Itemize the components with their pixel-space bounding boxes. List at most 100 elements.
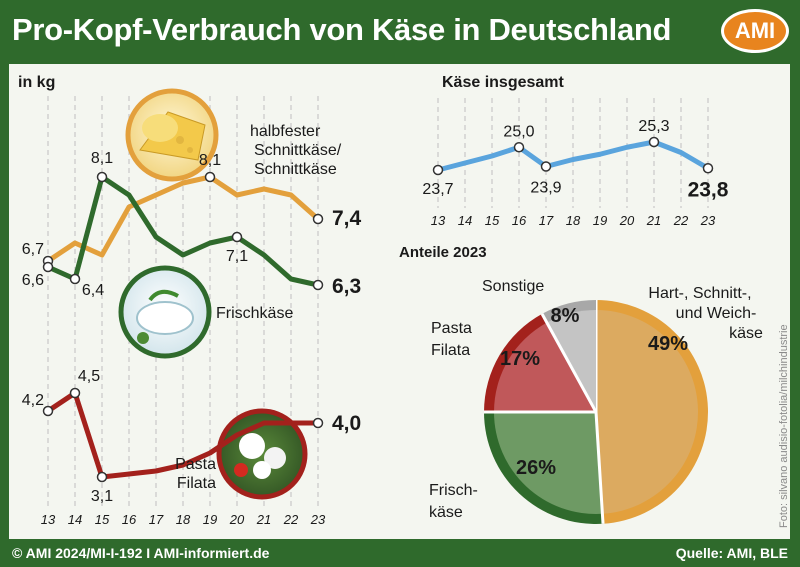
data-label: 23,8: [688, 178, 729, 201]
pie-title: Anteile 2023: [399, 244, 487, 261]
cheese-photo: [125, 88, 219, 182]
x-tick-label: 19: [203, 512, 217, 527]
x-tick-label: 15: [95, 512, 110, 527]
data-label: 4,2: [22, 392, 44, 409]
data-label: 6,6: [22, 272, 44, 289]
total-grid: [437, 98, 709, 208]
pie-value-label: 17%: [500, 348, 540, 370]
data-label: 7,4: [332, 207, 362, 230]
data-point-marker: [42, 261, 54, 273]
x-tick-label: 21: [256, 512, 271, 527]
data-point-marker: [96, 171, 108, 183]
pie-slice: [494, 412, 603, 514]
pie-chart: [484, 300, 709, 524]
series-label-schnittkaese: halbfester Schnittkäse/ Schnittkäse: [250, 123, 342, 178]
x-tick-label: 23: [700, 213, 716, 228]
data-point-marker: [312, 279, 324, 291]
total-chart-title: Käse insgesamt: [442, 74, 565, 91]
total-line: [435, 139, 711, 173]
pie-category-label: Sonstige: [482, 278, 544, 295]
series-line-1: [45, 174, 321, 288]
x-tick-label: 21: [646, 213, 661, 228]
series-line-2: [45, 390, 321, 480]
total-x-ticks: 13 14 15 16 17 18 19 20 21 22 23: [431, 213, 716, 228]
pie-category-label: Filata: [431, 342, 470, 359]
data-label: 7,1: [226, 248, 248, 265]
data-point-marker: [69, 273, 81, 285]
x-tick-label: 20: [229, 512, 245, 527]
x-tick-label: 15: [485, 213, 500, 228]
x-tick-label: 20: [619, 213, 635, 228]
x-tick-label: 22: [283, 512, 299, 527]
data-label: 6,4: [82, 282, 104, 299]
pie-category-label: Pasta: [431, 320, 472, 337]
data-point-marker: [312, 417, 324, 429]
x-tick-label: 23: [310, 512, 326, 527]
pie-value-label: 26%: [516, 457, 556, 479]
pie-category-label: Hart-, Schnitt-,: [648, 285, 751, 302]
x-tick-label: 17: [539, 213, 554, 228]
series-label-line: Filata: [177, 475, 216, 492]
frischkaese-photo: [118, 265, 212, 359]
x-tick-label: 16: [512, 213, 527, 228]
data-label: 23,9: [530, 180, 561, 197]
data-point-marker: [702, 163, 714, 174]
data-label: 3,1: [91, 488, 113, 505]
pie-category-label: Frisch-: [429, 482, 478, 499]
data-point-marker: [42, 405, 54, 417]
x-tick-label: 18: [566, 213, 581, 228]
pie-value-label: 8%: [551, 305, 580, 327]
x-tick-label: 16: [122, 512, 137, 527]
x-tick-label: 13: [41, 512, 56, 527]
header: Pro-Kopf-Verbrauch von Käse in Deutschla…: [0, 0, 800, 64]
total-value-labels: 23,7 25,0 23,9 25,3 23,8: [422, 118, 728, 201]
x-tick-label: 14: [68, 512, 82, 527]
x-tick-label: 14: [458, 213, 472, 228]
x-tick-label: 19: [593, 213, 607, 228]
left-x-ticks: 13 14 15 16 17 18 19 20 21 22 23: [41, 512, 326, 527]
x-tick-label: 17: [149, 512, 164, 527]
series-label-line: Schnittkäse: [254, 161, 337, 178]
pie-value-label: 49%: [648, 333, 688, 355]
pie-category-label: käse: [729, 325, 763, 342]
data-point-marker: [312, 213, 324, 225]
data-point-marker: [69, 387, 81, 399]
data-point-marker: [432, 164, 444, 176]
pie-slice: [596, 310, 698, 514]
series-label-frischkaese: Frischkäse: [216, 305, 293, 322]
data-point-marker: [96, 471, 108, 483]
data-point-marker: [231, 231, 243, 243]
pie-category-label: und Weich-: [676, 305, 757, 322]
photo-credit: Foto: silvano audisio-fotolia/milchindus…: [778, 324, 790, 528]
series-label-line: Pasta: [175, 456, 216, 473]
data-label: 25,3: [638, 118, 669, 135]
data-label: 4,5: [78, 368, 100, 385]
pie-slice: [494, 322, 596, 412]
data-label: 8,1: [199, 152, 221, 169]
series-label-line: halbfester: [250, 123, 321, 140]
pie-separator: [594, 411, 605, 524]
data-point-marker: [513, 142, 525, 153]
chart-canvas: in kg 13 14 15 16 17 18 19 20 21 22 23: [18, 74, 790, 528]
total-markers: [432, 136, 714, 176]
pie-labels: 49% Hart-, Schnitt-, und Weich-käse 26% Fris…: [429, 278, 763, 521]
page-title: Pro-Kopf-Verbrauch von Käse in Deutschla…: [12, 12, 672, 47]
left-lines: [45, 174, 321, 480]
data-label: 6,3: [332, 275, 361, 298]
data-point-marker: [540, 161, 552, 172]
left-markers: [42, 171, 324, 483]
data-label: 6,7: [22, 241, 44, 258]
series-label-pastafilata: Pasta Filata: [175, 456, 216, 492]
total-series-line: [435, 139, 711, 173]
left-unit-label: in kg: [18, 74, 55, 91]
pie-separator: [540, 313, 598, 413]
series-line-0: [45, 174, 321, 264]
data-label: 23,7: [422, 181, 453, 198]
data-point-marker: [204, 171, 216, 183]
chart-panel: in kg 13 14 15 16 17 18 19 20 21 22 23: [9, 64, 790, 539]
x-tick-label: 18: [176, 512, 191, 527]
data-label: 25,0: [503, 123, 534, 140]
data-label: 4,0: [332, 412, 361, 435]
pie-slice: [546, 310, 596, 412]
